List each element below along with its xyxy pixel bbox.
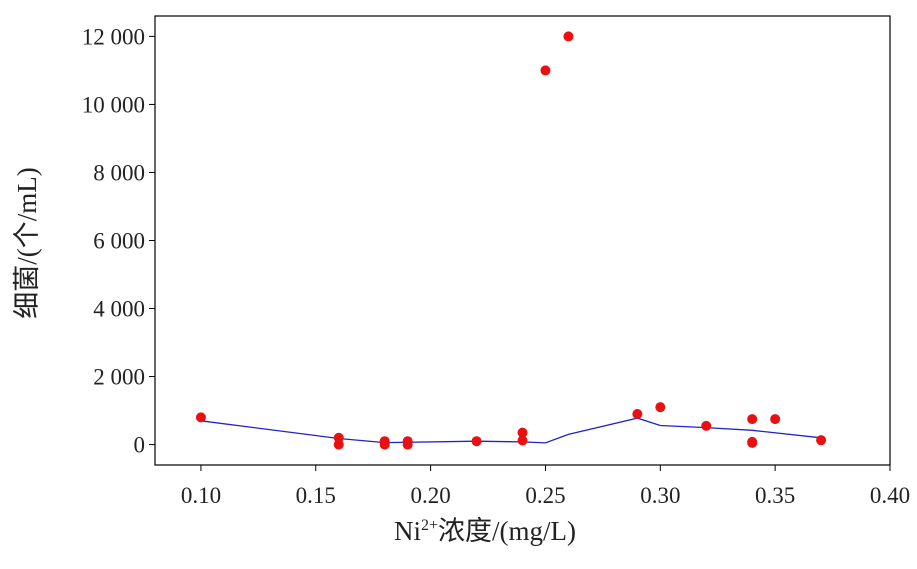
data-point	[379, 439, 390, 450]
data-point	[747, 414, 758, 425]
data-point	[333, 439, 344, 450]
data-point	[195, 412, 206, 423]
data-point	[701, 420, 712, 431]
data-point	[816, 435, 827, 446]
data-point	[517, 427, 528, 438]
data-point	[563, 31, 574, 42]
x-tick-label: 0.25	[525, 483, 565, 508]
data-point	[471, 436, 482, 447]
y-tick-label: 8 000	[93, 160, 145, 185]
y-tick-label: 4 000	[93, 297, 145, 322]
x-tick-label: 0.40	[870, 483, 910, 508]
data-point	[517, 435, 528, 446]
x-tick-label: 0.30	[640, 483, 680, 508]
x-tick-label: 0.15	[296, 483, 336, 508]
y-axis-title: 细菌/(个/mL)	[12, 167, 42, 318]
x-tick-label: 0.35	[755, 483, 795, 508]
x-tick-label: 0.20	[411, 483, 451, 508]
y-tick-label: 10 000	[82, 92, 145, 117]
x-axis-title: Ni2+浓度/(mg/L)	[394, 516, 576, 546]
data-point	[747, 437, 758, 448]
trend-line	[200, 417, 822, 444]
data-point	[655, 402, 666, 413]
y-tick-label: 0	[134, 433, 146, 458]
y-tick-label: 12 000	[82, 24, 145, 49]
plot-frame	[154, 15, 891, 466]
x-tick-label: 0.10	[181, 483, 221, 508]
y-axis-ticks: 0 2 000 4 000 6 000 8 000 10 000 12 000	[82, 24, 155, 458]
x-axis-ticks: 0.10 0.15 0.20 0.25 0.30 0.35 0.40	[181, 465, 910, 508]
scatter-points	[195, 31, 827, 450]
data-point	[770, 414, 781, 425]
y-tick-label: 2 000	[93, 365, 145, 390]
data-point	[540, 65, 551, 76]
y-tick-label: 6 000	[93, 229, 145, 254]
data-point	[632, 408, 643, 419]
data-point	[402, 439, 413, 450]
